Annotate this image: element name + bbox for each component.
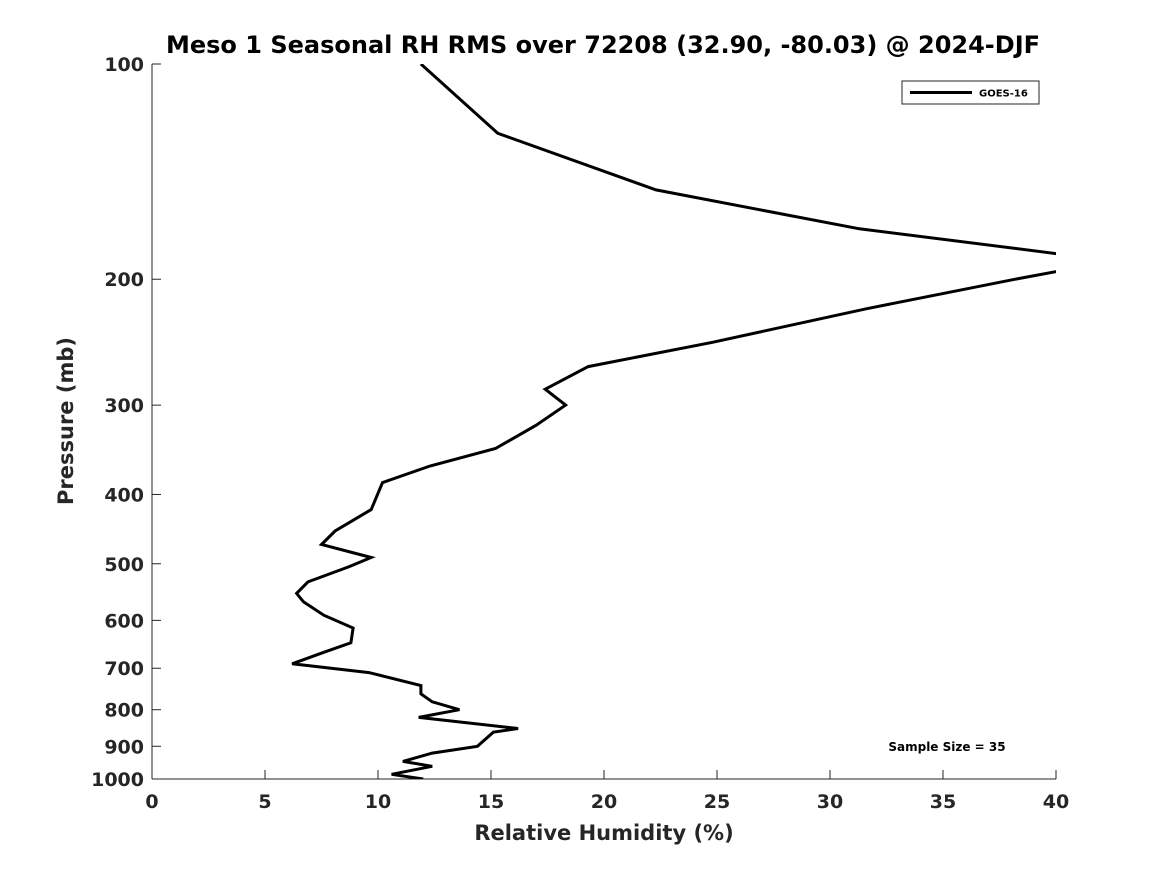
x-axis-ticks: 0 5 10 15 20 25 30 35 40 [145,770,1069,813]
x-tick-label: 0 [145,791,158,813]
x-tick-label: 30 [817,791,843,813]
y-tick-label: 600 [104,610,144,632]
x-tick-label: 15 [478,791,504,813]
y-tick-label: 100 [104,54,144,76]
y-tick-label: 200 [104,269,144,291]
legend: GOES-16 [901,80,1040,105]
y-tick-label: 500 [104,554,144,576]
y-tick-label: 800 [104,700,144,722]
y-tick-label: 300 [104,395,144,417]
x-tick-label: 10 [365,791,391,813]
y-axis-label: Pressure (mb) [54,337,78,505]
x-axis-label: Relative Humidity (%) [474,821,733,845]
x-tick-label: 25 [704,791,730,813]
y-tick-label: 700 [104,658,144,680]
series-line-goes-16 [291,64,1056,779]
y-axis-ticks: 100 200 300 400 500 600 700 800 900 1000 [91,54,161,791]
sample-size-annotation: Sample Size = 35 [888,740,1005,754]
x-tick-label: 35 [930,791,956,813]
legend-entry-label: GOES-16 [979,89,1028,100]
y-tick-label: 400 [104,484,144,506]
chart-title: Meso 1 Seasonal RH RMS over 72208 (32.90… [166,31,1040,59]
y-tick-label: 1000 [91,769,144,791]
x-tick-label: 40 [1043,791,1069,813]
x-tick-label: 5 [258,791,271,813]
x-tick-label: 20 [591,791,617,813]
y-tick-label: 900 [104,736,144,758]
